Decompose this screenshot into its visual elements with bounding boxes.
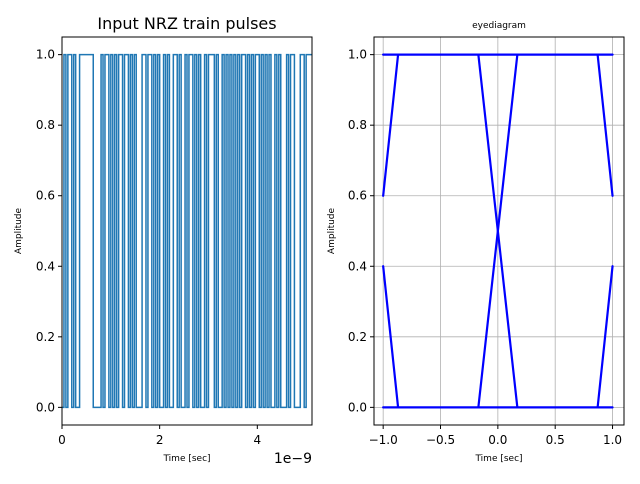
x-axis-offset-label: 1e−9 [274,451,312,467]
eye-diagram-chart: eyediagram −1.0 −0.5 0.0 0.5 1.0 0.0 0.2 0.4 0.6… [327,21,625,464]
tick-group: 0.0 0.2 0.4 0.6 0.8 1.0 0 2 4 [36,48,261,447]
x-axis-label: Time [sec] [474,454,522,464]
nrz-chart: Input NRZ train pulses 0.0 0.2 0.4 0.6 0.8 1.… [14,14,313,467]
chart-title: Input NRZ train pulses [97,14,276,33]
chart-title: eyediagram [472,21,526,31]
y-tick-label: 0.0 [36,400,55,414]
x-tick-label: 4 [253,433,261,447]
x-tick-label: −0.5 [426,433,455,447]
y-tick-label: 0.6 [348,189,367,203]
axes-frame [373,36,625,426]
y-tick-label: 0.0 [348,400,367,414]
x-tick-label: 2 [156,433,164,447]
plot-area [374,37,624,425]
y-tick-label: 0.2 [36,330,55,344]
x-axis-label: Time [sec] [162,454,210,464]
tick-group: −1.0 −0.5 0.0 0.5 1.0 0.0 0.2 0.4 0.6 0.8 1.0 [348,48,622,447]
series-group [62,53,312,409]
x-tick-label: 1.0 [603,433,622,447]
eye-trace-line [382,53,400,197]
x-tick-label: −1.0 [369,433,398,447]
eye-trace-line [596,53,614,197]
y-tick-label: 1.0 [348,48,367,62]
y-axis-label: Amplitude [14,207,24,254]
y-tick-label: 0.8 [348,118,367,132]
axes-frame [61,36,313,426]
eye-trace-line [382,265,400,409]
y-tick-label: 0.4 [348,259,367,273]
y-tick-label: 0.2 [348,330,367,344]
eye-trace-line [596,265,614,409]
y-tick-label: 1.0 [36,48,55,62]
x-tick-label: 0.0 [488,433,507,447]
y-tick-label: 0.6 [36,189,55,203]
y-tick-label: 0.4 [36,259,55,273]
x-tick-label: 0 [58,433,66,447]
y-axis-label: Amplitude [327,207,337,254]
eye-trace-line [477,53,519,409]
y-tick-label: 0.8 [36,118,55,132]
nrz-signal-line [62,53,312,409]
x-tick-label: 0.5 [546,433,565,447]
series-group [382,53,614,409]
